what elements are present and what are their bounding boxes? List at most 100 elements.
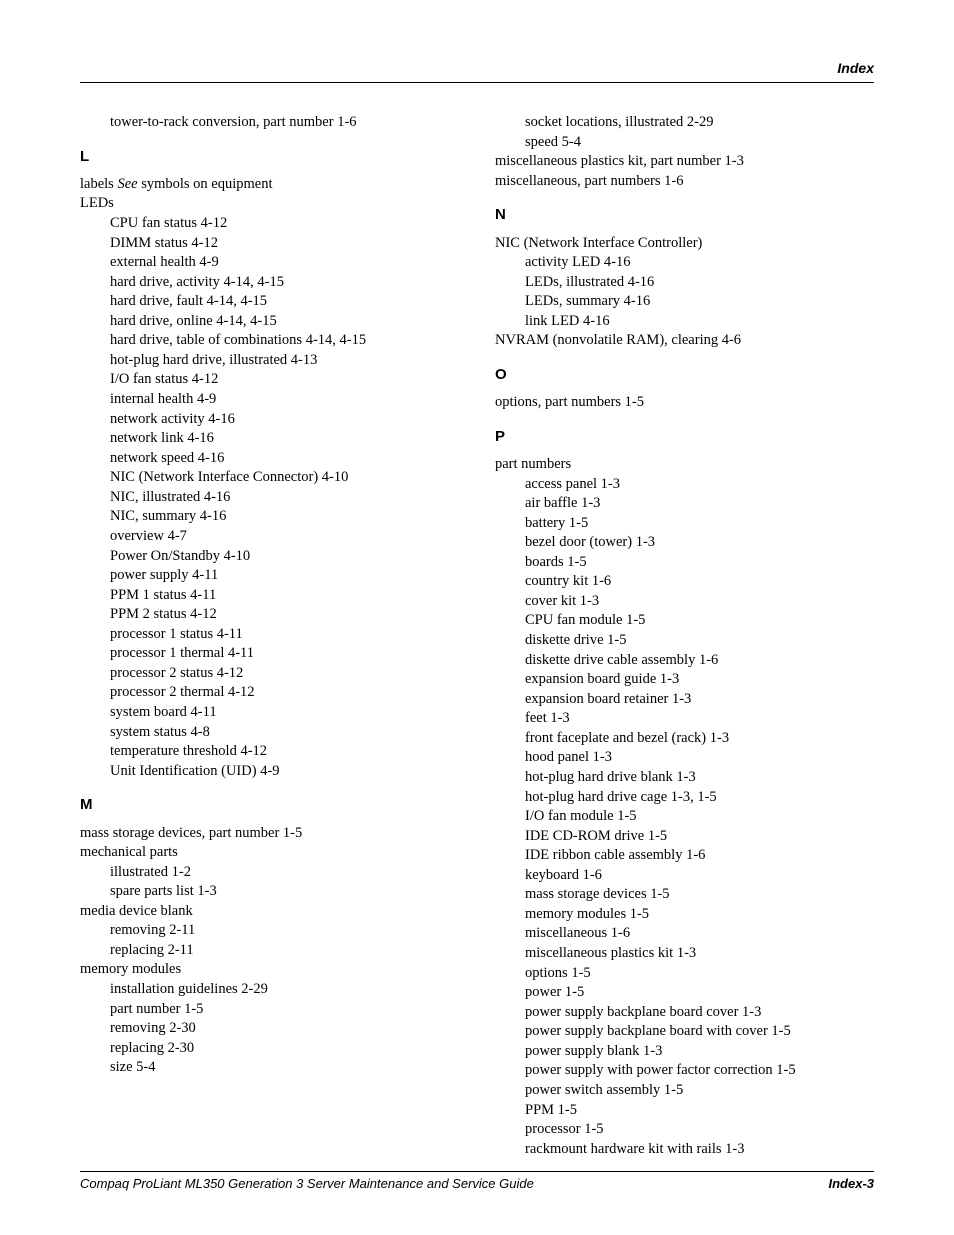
index-entry: front faceplate and bezel (rack) 1-3 [525,729,874,749]
index-entry: network speed 4-16 [110,449,459,469]
index-entry: part numbers [495,455,874,475]
index-entry: installation guidelines 2-29 [110,980,459,1000]
index-entry: media device blank [80,902,459,922]
index-entry: temperature threshold 4-12 [110,742,459,762]
index-entry: size 5-4 [110,1058,459,1078]
index-entry: keyboard 1-6 [525,866,874,886]
index-entry: rackmount hardware kit with rails 1-3 [525,1140,874,1160]
index-entry: boards 1-5 [525,553,874,573]
index-entry: illustrated 1-2 [110,863,459,883]
index-entry: power supply backplane board cover 1-3 [525,1003,874,1023]
index-entry: Power On/Standby 4-10 [110,547,459,567]
index-entry: NVRAM (nonvolatile RAM), clearing 4-6 [495,331,874,351]
index-entry: activity LED 4-16 [525,253,874,273]
index-entry: PPM 1-5 [525,1101,874,1121]
index-entry: system board 4-11 [110,703,459,723]
index-entry: socket locations, illustrated 2-29 [525,113,874,133]
index-entry: network activity 4-16 [110,410,459,430]
page-footer: Compaq ProLiant ML350 Generation 3 Serve… [80,1171,874,1191]
index-entry: miscellaneous 1-6 [525,924,874,944]
index-entry: hot-plug hard drive blank 1-3 [525,768,874,788]
index-entry: memory modules [80,960,459,980]
index-entry: cover kit 1-3 [525,592,874,612]
index-entry: bezel door (tower) 1-3 [525,533,874,553]
index-entry: miscellaneous plastics kit, part number … [495,152,874,172]
index-entry: LEDs [80,194,459,214]
index-entry: hard drive, online 4-14, 4-15 [110,312,459,332]
index-entry: mechanical parts [80,843,459,863]
index-letter-heading: O [495,365,874,385]
index-entry: external health 4-9 [110,253,459,273]
index-entry: Unit Identification (UID) 4-9 [110,762,459,782]
index-letter-heading: L [80,147,459,167]
index-entry: processor 2 status 4-12 [110,664,459,684]
index-entry: internal health 4-9 [110,390,459,410]
index-entry: processor 1 thermal 4-11 [110,644,459,664]
index-entry: power supply backplane board with cover … [525,1022,874,1042]
index-entry: hood panel 1-3 [525,748,874,768]
index-entry: IDE ribbon cable assembly 1-6 [525,846,874,866]
index-entry: NIC (Network Interface Connector) 4-10 [110,468,459,488]
index-entry: NIC (Network Interface Controller) [495,234,874,254]
index-entry: miscellaneous, part numbers 1-6 [495,172,874,192]
index-entry: expansion board retainer 1-3 [525,690,874,710]
index-entry: removing 2-11 [110,921,459,941]
index-entry: I/O fan module 1-5 [525,807,874,827]
index-entry: miscellaneous plastics kit 1-3 [525,944,874,964]
index-entry: memory modules 1-5 [525,905,874,925]
index-entry: LEDs, summary 4-16 [525,292,874,312]
index-entry: diskette drive cable assembly 1-6 [525,651,874,671]
index-entry: NIC, summary 4-16 [110,507,459,527]
index-letter-heading: M [80,795,459,815]
index-entry: country kit 1-6 [525,572,874,592]
index-entry: DIMM status 4-12 [110,234,459,254]
index-entry: replacing 2-30 [110,1039,459,1059]
index-entry: PPM 1 status 4-11 [110,586,459,606]
index-entry: NIC, illustrated 4-16 [110,488,459,508]
index-entry: expansion board guide 1-3 [525,670,874,690]
index-entry: processor 2 thermal 4-12 [110,683,459,703]
right-column: socket locations, illustrated 2-29speed … [495,113,874,1159]
index-entry: LEDs, illustrated 4-16 [525,273,874,293]
index-entry: access panel 1-3 [525,475,874,495]
index-entry: I/O fan status 4-12 [110,370,459,390]
index-entry: labels See symbols on equipment [80,175,459,195]
index-entry: tower-to-rack conversion, part number 1-… [110,113,459,133]
index-entry: power switch assembly 1-5 [525,1081,874,1101]
footer-title: Compaq ProLiant ML350 Generation 3 Serve… [80,1176,534,1191]
index-entry: hard drive, table of combinations 4-14, … [110,331,459,351]
index-entry: hard drive, fault 4-14, 4-15 [110,292,459,312]
index-entry: mass storage devices, part number 1-5 [80,824,459,844]
index-entry: CPU fan module 1-5 [525,611,874,631]
index-entry: speed 5-4 [525,133,874,153]
index-entry: mass storage devices 1-5 [525,885,874,905]
index-entry: hot-plug hard drive, illustrated 4-13 [110,351,459,371]
index-entry: battery 1-5 [525,514,874,534]
index-letter-heading: N [495,205,874,225]
footer-page-number: Index-3 [828,1176,874,1191]
index-entry: options, part numbers 1-5 [495,393,874,413]
index-entry: power supply 4-11 [110,566,459,586]
index-entry: processor 1 status 4-11 [110,625,459,645]
index-entry: network link 4-16 [110,429,459,449]
left-column: tower-to-rack conversion, part number 1-… [80,113,459,1159]
index-entry: diskette drive 1-5 [525,631,874,651]
index-entry: processor 1-5 [525,1120,874,1140]
index-entry: CPU fan status 4-12 [110,214,459,234]
index-entry: removing 2-30 [110,1019,459,1039]
index-entry: system status 4-8 [110,723,459,743]
index-entry: IDE CD-ROM drive 1-5 [525,827,874,847]
index-entry: options 1-5 [525,964,874,984]
index-entry: power supply blank 1-3 [525,1042,874,1062]
index-entry: part number 1-5 [110,1000,459,1020]
page: Index tower-to-rack conversion, part num… [0,0,954,1235]
index-entry: power supply with power factor correctio… [525,1061,874,1081]
index-entry: replacing 2-11 [110,941,459,961]
index-entry: hard drive, activity 4-14, 4-15 [110,273,459,293]
index-entry: spare parts list 1-3 [110,882,459,902]
index-entry: PPM 2 status 4-12 [110,605,459,625]
index-entry: overview 4-7 [110,527,459,547]
index-columns: tower-to-rack conversion, part number 1-… [80,113,874,1159]
index-entry: feet 1-3 [525,709,874,729]
index-letter-heading: P [495,427,874,447]
